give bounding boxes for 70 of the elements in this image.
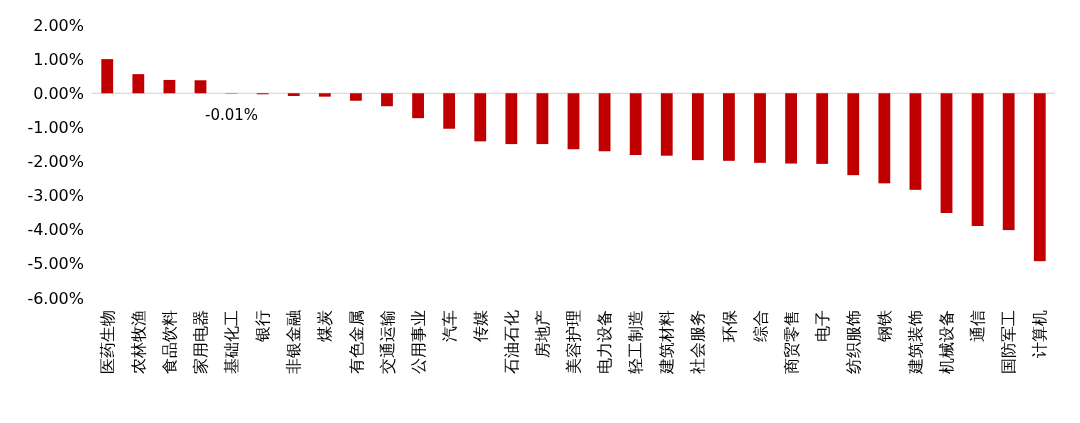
bar [785,93,797,164]
y-tick-label: -1.00% [27,117,84,137]
x-tick-label: 基础化工 [222,310,242,374]
x-tick-label: 纺织服饰 [843,310,863,374]
x-tick-label: 建筑装饰 [906,310,926,375]
x-tick-label: 综合 [750,310,770,342]
y-tick-label: -4.00% [27,220,84,240]
x-tick-label: 非银金融 [284,310,304,374]
x-tick-label: 银行 [253,310,273,343]
bar [350,93,362,101]
x-tick-label: 机械设备 [937,310,957,374]
bar [101,59,114,94]
bar [132,74,145,94]
bar [443,93,456,129]
bar [412,93,424,119]
x-tick-label: 环保 [719,310,739,342]
x-tick-label: 商贸零售 [781,310,801,374]
bar [1033,93,1046,262]
x-tick-label: 交通运输 [377,310,397,374]
x-tick-label: 美容护理 [564,310,584,374]
bar [163,79,176,94]
bar [754,93,766,163]
bar [505,93,518,145]
y-tick-label: -5.00% [27,254,84,274]
x-tick-label: 有色金属 [346,310,366,374]
y-tick-label: -6.00% [27,288,84,308]
x-tick-label: 食品饮料 [160,310,179,374]
x-tick-label: 钢铁 [874,310,894,343]
x-tick-label: 医药生物 [97,310,117,374]
bar [194,80,207,94]
bar [536,93,549,145]
bar [567,93,580,150]
x-tick-label: 煤炭 [315,310,335,342]
y-tick-label: -3.00% [27,186,84,206]
bar [723,93,735,161]
x-tick-label: 汽车 [439,310,459,342]
bar [598,93,611,152]
bar [381,93,393,107]
x-tick-label: 国防军工 [999,310,1019,374]
bar [660,93,673,156]
x-tick-label: 电力设备 [595,310,615,374]
bar [629,93,642,156]
y-tick-label: 2.00% [33,15,84,35]
bar [816,93,829,164]
y-tick-label: 0.00% [33,83,84,103]
x-tick-label: 石油石化 [501,310,521,374]
x-tick-label: 建筑材料 [657,310,677,375]
bar [971,93,984,226]
x-tick-label: 轻工制造 [626,310,646,374]
bar [318,93,331,97]
bar [909,93,922,190]
bar [1002,93,1015,231]
bar [287,93,300,96]
bar [474,93,487,142]
x-tick-label: 公用事业 [408,310,428,374]
x-tick-label: 家用电器 [191,310,211,374]
x-tick-label: 社会服务 [688,310,708,374]
y-tick-label: -2.00% [27,152,84,172]
bar [878,93,891,184]
y-tick-label: 1.00% [33,49,84,69]
x-tick-label: 电子 [812,310,832,342]
x-tick-label: 房地产 [533,310,553,358]
x-tick-label: 农林牧渔 [128,310,148,374]
x-tick-label: 计算机 [1030,310,1050,358]
x-tick-label: 通信 [968,310,988,342]
bar [691,93,704,161]
bar [847,93,860,176]
data-label: -0.01% [205,105,259,124]
bar [940,93,953,214]
x-tick-label: 传媒 [470,310,490,342]
